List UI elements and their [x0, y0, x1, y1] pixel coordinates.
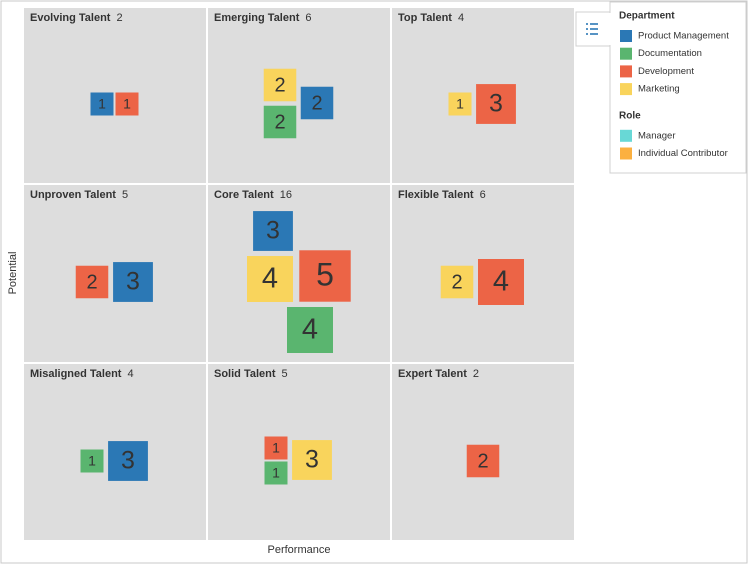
legend-entry: Marketing	[638, 84, 680, 95]
item-box	[448, 92, 472, 116]
cell	[208, 8, 390, 183]
item-count: 4	[262, 263, 278, 295]
cell-title: Top Talent	[398, 12, 452, 24]
y-axis-label: Potential	[7, 252, 19, 295]
item-count: 4	[493, 266, 509, 298]
legend-swatch	[620, 65, 632, 78]
item-box	[80, 449, 104, 473]
item-count: 3	[489, 90, 503, 118]
cell-title: Misaligned Talent	[30, 368, 122, 380]
item-count: 3	[126, 268, 140, 296]
item-box	[440, 265, 474, 299]
legend-entry: Individual Contributor	[638, 148, 728, 159]
item-count: 1	[88, 453, 96, 469]
cell-count: 6	[480, 189, 486, 201]
legend-entry: Documentation	[638, 48, 702, 59]
legend-entry: Product Management	[638, 31, 729, 42]
legend-entry: Manager	[638, 130, 676, 141]
legend-entry: Development	[638, 66, 694, 77]
item-box	[264, 436, 288, 460]
item-count: 1	[272, 465, 280, 481]
item-count: 3	[266, 217, 280, 245]
legend-icon	[586, 23, 598, 35]
item-box	[287, 307, 333, 353]
item-box	[264, 461, 288, 485]
item-box	[299, 250, 351, 302]
legend-swatch	[620, 30, 632, 42]
cell-title: Expert Talent	[398, 368, 467, 380]
item-box	[466, 444, 500, 478]
cell-count: 5	[282, 368, 288, 380]
legend-section-title: Role	[619, 110, 641, 121]
item-box	[75, 265, 109, 299]
item-count: 2	[311, 92, 322, 114]
cell-title: Core Talent	[214, 189, 274, 201]
cell-count: 16	[280, 189, 292, 201]
legend-swatch	[620, 147, 632, 160]
item-box	[478, 259, 524, 305]
item-box	[90, 92, 114, 116]
item-box	[115, 92, 139, 116]
legend-panel	[609, 1, 747, 174]
item-count: 3	[305, 446, 319, 474]
item-count: 1	[98, 96, 106, 112]
legend-joint	[609, 13, 612, 45]
item-box	[300, 86, 334, 120]
item-box	[476, 84, 516, 124]
cell-count: 4	[458, 12, 464, 24]
cell-title: Evolving Talent	[30, 12, 111, 24]
item-box	[263, 68, 297, 102]
item-count: 2	[86, 271, 97, 293]
cell-count: 5	[122, 189, 128, 201]
item-box	[253, 211, 293, 251]
item-count: 2	[274, 74, 285, 96]
cell-title: Flexible Talent	[398, 189, 474, 201]
item-box	[108, 441, 148, 481]
item-count: 1	[123, 96, 131, 112]
cell-count: 6	[305, 12, 311, 24]
cell-count: 2	[116, 12, 122, 24]
cell-count: 4	[127, 368, 133, 380]
cell-count: 2	[473, 368, 479, 380]
item-count: 5	[316, 256, 334, 292]
item-count: 4	[302, 314, 318, 346]
item-count: 2	[274, 111, 285, 133]
cell	[24, 8, 206, 183]
item-count: 2	[477, 450, 488, 472]
item-count: 2	[451, 271, 462, 293]
item-count: 1	[272, 440, 280, 456]
item-box	[113, 262, 153, 302]
cell-title: Emerging Talent	[214, 12, 300, 24]
item-box	[263, 105, 297, 139]
legend-swatch	[620, 83, 632, 96]
legend-swatch	[620, 129, 632, 142]
item-count: 1	[456, 96, 464, 112]
item-box	[247, 256, 293, 302]
x-axis-label: Performance	[268, 544, 331, 556]
cell-title: Solid Talent	[214, 368, 276, 380]
legend-section-title: Department	[619, 11, 675, 22]
cell-title: Unproven Talent	[30, 189, 116, 201]
item-box	[292, 440, 332, 480]
legend-swatch	[620, 47, 632, 60]
item-count: 3	[121, 447, 135, 475]
